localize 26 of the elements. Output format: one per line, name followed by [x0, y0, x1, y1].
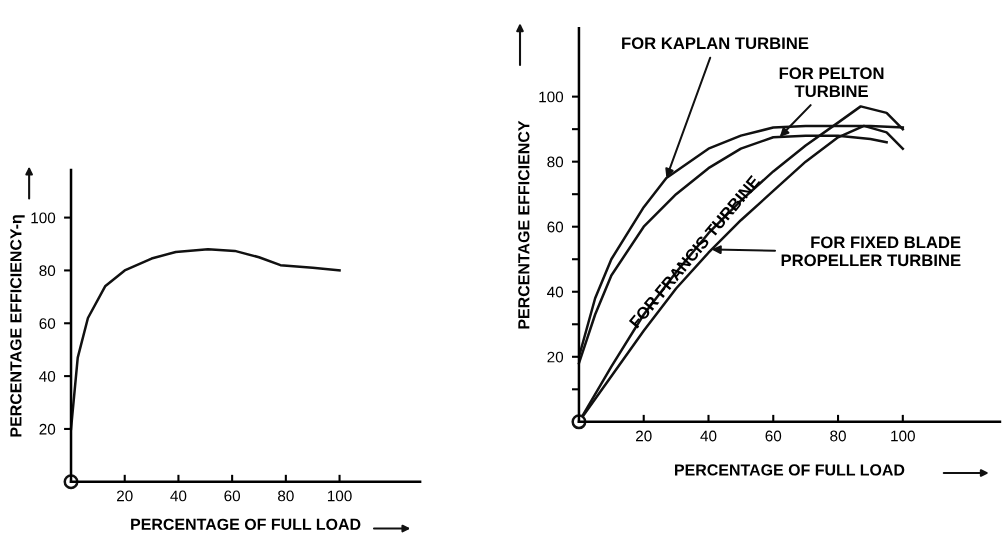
- x-tick-label: 20: [117, 490, 133, 502]
- y-tick-label: 20: [547, 351, 564, 363]
- text: FOR PELTON TURBINE: [779, 67, 884, 98]
- x-tick-label: 80: [278, 490, 294, 502]
- x-tick-label: 20: [636, 430, 652, 442]
- legend-label: FOR FIXED BLADE PROPELLER TURBINE: [781, 236, 961, 267]
- y-tick-label: 100: [31, 212, 56, 224]
- x-tick-label: 80: [830, 430, 846, 442]
- x-tick-label: 60: [765, 430, 782, 442]
- text: FOR KAPLAN TURBINE: [622, 37, 809, 50]
- x-tick-label: 100: [327, 490, 352, 502]
- y-tick-label: 60: [547, 221, 564, 233]
- x-tick-label: 60: [224, 490, 241, 502]
- x-tick-label: 40: [700, 430, 717, 442]
- y-tick-label: 40: [39, 370, 56, 382]
- x-tick-label: 40: [170, 490, 187, 502]
- y-tick-label: 40: [547, 286, 564, 298]
- x-axis-title: PERCENTAGE OF FULL LOAD: [675, 464, 905, 476]
- y-tick-label: 80: [547, 156, 564, 168]
- x-axis-title: PERCENTAGE OF FULL LOAD: [131, 518, 361, 530]
- y-tick-label: 80: [39, 265, 56, 277]
- y-axis-title: PERCENTAGE EFFICIENCY: [518, 120, 530, 329]
- y-tick-label: 60: [39, 318, 56, 329]
- y-tick-label: 100: [539, 91, 564, 103]
- y-axis-title: PERCENTAGE EFFICIENCY-η: [10, 215, 25, 437]
- x-tick-label: 100: [891, 430, 915, 442]
